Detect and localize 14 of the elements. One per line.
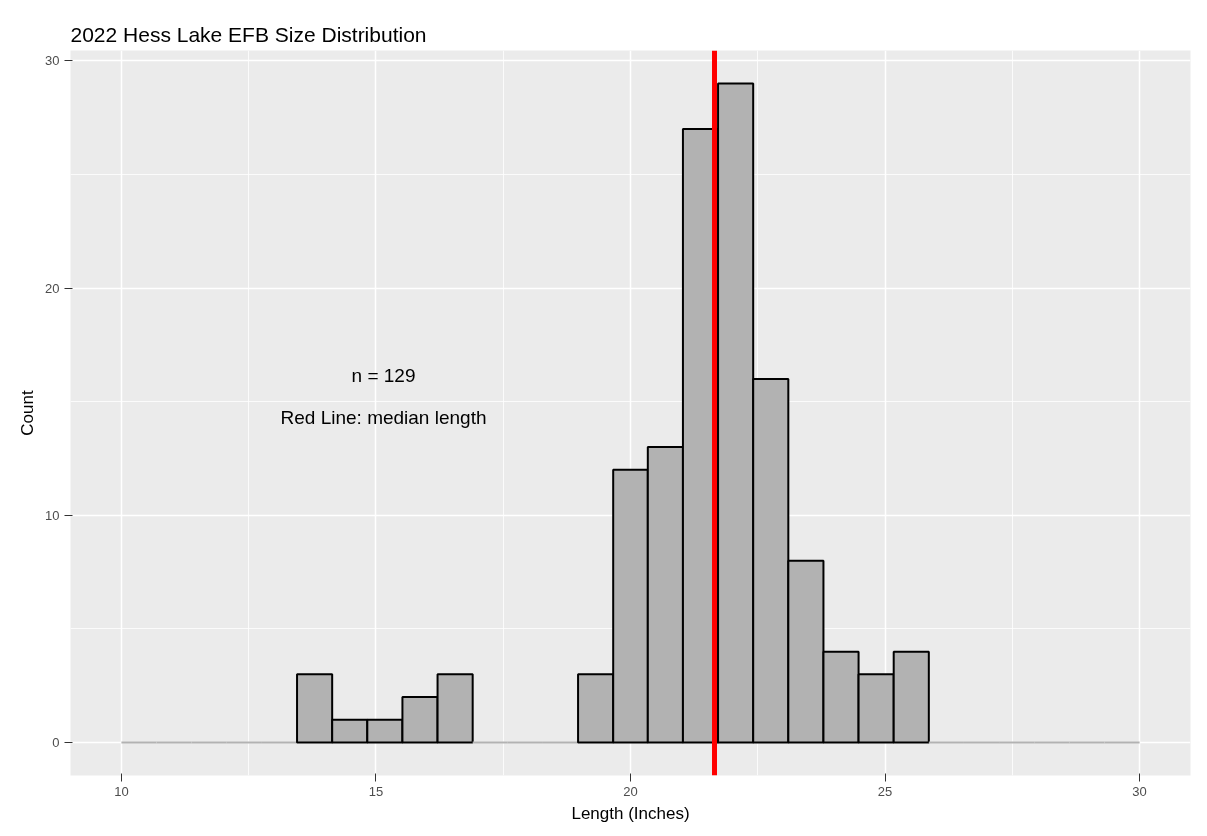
y-axis-title: Count: [18, 390, 38, 436]
x-tick-label: 20: [623, 783, 638, 799]
x-tick-label: 30: [1132, 783, 1147, 799]
y-tick-label: 0: [52, 735, 60, 751]
x-axis-title: Length (Inches): [571, 803, 690, 823]
x-tick-label: 25: [877, 783, 893, 799]
y-tick-label: 30: [45, 53, 60, 69]
annotation: Red Line: median length: [280, 407, 487, 428]
x-tick-label: 15: [368, 783, 384, 799]
y-tick-label: 20: [45, 280, 60, 296]
x-tick-label: 10: [114, 783, 129, 799]
chart-title: 2022 Hess Lake EFB Size Distribution: [70, 22, 427, 46]
y-tick-label: 10: [45, 507, 60, 523]
annotation: n = 129: [351, 365, 416, 386]
